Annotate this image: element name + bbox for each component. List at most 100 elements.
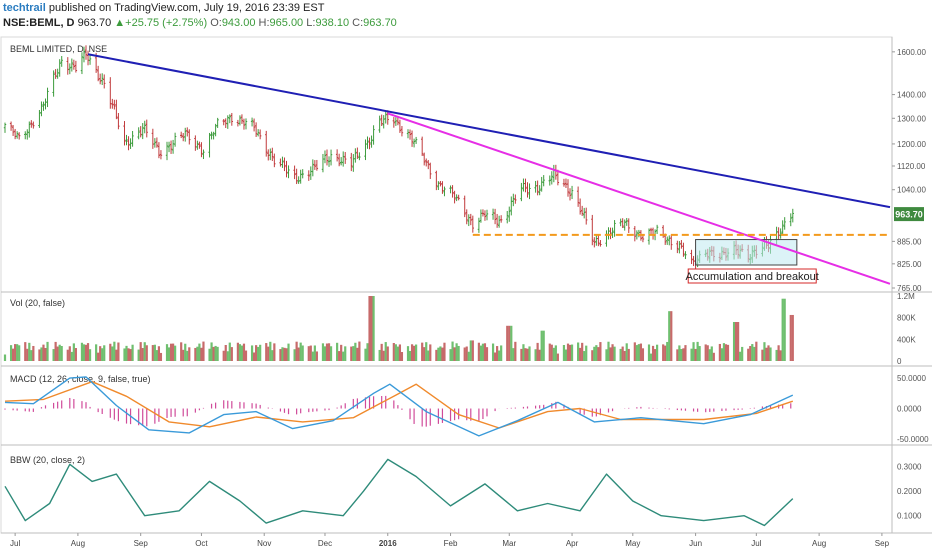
volume-bar bbox=[115, 349, 118, 361]
volume-bar bbox=[583, 351, 586, 361]
volume-bar bbox=[710, 346, 713, 361]
macd-tick-label: -50.0000 bbox=[897, 435, 929, 444]
volume-bar bbox=[498, 350, 501, 361]
time-tick-label: Nov bbox=[257, 539, 271, 548]
volume-bar bbox=[54, 341, 57, 361]
volume-bar bbox=[244, 350, 248, 361]
volume-bar bbox=[297, 347, 300, 361]
volume-bar bbox=[384, 342, 387, 361]
time-tick-label: Jul bbox=[10, 539, 20, 548]
volume-bar bbox=[184, 343, 187, 361]
volume-bar bbox=[137, 349, 140, 361]
volume-bar bbox=[250, 345, 254, 361]
volume-bar bbox=[722, 343, 726, 361]
volume-bar bbox=[734, 322, 738, 361]
volume-bar bbox=[443, 342, 446, 361]
volume-bar bbox=[60, 346, 63, 361]
volume-bar bbox=[18, 345, 21, 361]
volume-bar bbox=[562, 345, 566, 361]
volume-bar bbox=[761, 349, 764, 361]
volume-bar bbox=[210, 342, 213, 361]
open-value: 943.00 bbox=[221, 17, 256, 29]
volume-bar bbox=[791, 314, 794, 361]
volume-bar bbox=[38, 349, 41, 361]
volume-bar bbox=[97, 352, 100, 361]
volume-bar bbox=[327, 343, 331, 361]
volume-bar bbox=[769, 347, 772, 361]
volume-bar bbox=[698, 346, 701, 361]
author-link[interactable]: techtrail bbox=[3, 2, 46, 14]
volume-bar bbox=[483, 343, 487, 361]
symbol-label[interactable]: NSE:BEML, D bbox=[3, 17, 75, 29]
volume-bar bbox=[609, 347, 612, 361]
volume-bar bbox=[101, 348, 104, 361]
volume-bar bbox=[295, 341, 298, 361]
volume-bar bbox=[216, 346, 219, 361]
volume-bar bbox=[581, 342, 584, 361]
volume-bar bbox=[611, 344, 614, 361]
volume-bar bbox=[372, 296, 375, 361]
volume-bar bbox=[506, 325, 509, 361]
volume-bar bbox=[165, 344, 169, 361]
volume-bar bbox=[340, 344, 343, 361]
volume-bar bbox=[350, 346, 353, 361]
volume-bar bbox=[481, 343, 485, 361]
volume-bar bbox=[123, 348, 126, 361]
volume-bar bbox=[259, 344, 262, 361]
time-tick-label: May bbox=[625, 539, 640, 548]
volume-bar bbox=[564, 349, 568, 361]
volume-bar bbox=[500, 345, 503, 361]
volume-bar bbox=[737, 322, 740, 361]
volume-bar bbox=[358, 341, 361, 361]
volume-bar bbox=[230, 347, 233, 361]
volume-bar bbox=[749, 346, 752, 361]
price-tick-label: 1300.00 bbox=[897, 114, 926, 123]
volume-bar bbox=[12, 348, 15, 361]
price-tick-label: 1400.00 bbox=[897, 91, 926, 100]
volume-bar bbox=[767, 345, 770, 361]
price-tick-label: 1600.00 bbox=[897, 48, 926, 57]
time-tick-label: Aug bbox=[812, 539, 826, 548]
volume-bar bbox=[607, 341, 610, 361]
volume-bar bbox=[86, 343, 90, 361]
volume-bar bbox=[338, 351, 341, 361]
volume-bar bbox=[597, 347, 600, 361]
volume-bar bbox=[159, 352, 163, 361]
volume-bar bbox=[143, 342, 146, 361]
volume-bar bbox=[153, 344, 156, 361]
annotation-label-box bbox=[687, 268, 817, 284]
volume-bar bbox=[595, 345, 598, 361]
volume-bar bbox=[718, 343, 721, 361]
volume-bar bbox=[704, 344, 707, 361]
volume-bar bbox=[649, 353, 653, 361]
volume-bar bbox=[524, 348, 527, 361]
close-label: C: bbox=[352, 17, 364, 29]
volume-bar bbox=[739, 351, 742, 361]
volume-bar bbox=[676, 349, 679, 361]
time-tick-label: 2016 bbox=[379, 539, 397, 548]
volume-bar bbox=[352, 346, 355, 361]
volume-bar bbox=[726, 344, 730, 361]
open-label: O: bbox=[210, 17, 222, 29]
volume-bar bbox=[552, 347, 555, 361]
volume-bar bbox=[455, 343, 458, 361]
volume-bar bbox=[200, 347, 203, 361]
time-tick-label: Jun bbox=[689, 539, 702, 548]
volume-bar bbox=[174, 345, 177, 361]
volume-bar bbox=[465, 346, 468, 361]
volume-bar bbox=[14, 344, 17, 361]
volume-bar bbox=[520, 348, 523, 361]
volume-bar bbox=[568, 344, 572, 361]
bbw-pane-title: BBW (20, close, 2) bbox=[10, 455, 85, 465]
volume-bar bbox=[779, 350, 782, 361]
volume-bar bbox=[706, 345, 709, 361]
volume-bar bbox=[491, 343, 495, 361]
volume-bar bbox=[469, 340, 472, 361]
volume-bar bbox=[382, 350, 385, 361]
chart-area[interactable]: 1600.00 1400.00 1300.00 1200.00 1120.00 1040.… bbox=[0, 32, 932, 550]
macd-pane-title: MACD (12, 26, close, 9, false, true) bbox=[10, 374, 151, 384]
volume-bar bbox=[720, 348, 724, 361]
volume-bar bbox=[313, 345, 316, 361]
volume-bar bbox=[198, 343, 201, 361]
price-tick-label: 1200.00 bbox=[897, 140, 926, 149]
